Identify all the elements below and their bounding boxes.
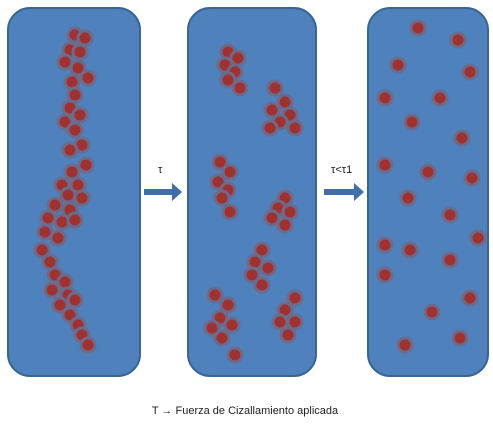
particle — [41, 211, 55, 225]
particle — [61, 188, 75, 202]
particle — [378, 91, 392, 105]
particle — [405, 115, 419, 129]
particle — [223, 165, 237, 179]
particle — [378, 268, 392, 282]
particle — [471, 231, 485, 245]
particle — [425, 305, 439, 319]
particle — [75, 191, 89, 205]
particle — [223, 205, 237, 219]
caption: T → Fuerza de Cizallamiento aplicada — [152, 405, 339, 417]
arrow-label: τ<τ1 — [331, 164, 352, 176]
particle — [463, 65, 477, 79]
particle — [261, 261, 275, 275]
particle — [73, 45, 87, 59]
page: τ τ<τ1 T → Fuerza de Cizallamiento aplic… — [0, 0, 493, 427]
particle — [451, 33, 465, 47]
particle — [215, 331, 229, 345]
particle — [443, 208, 457, 222]
particle — [433, 91, 447, 105]
panel-dispersed — [368, 8, 488, 376]
particle — [391, 58, 405, 72]
particle — [45, 283, 59, 297]
arrow-head — [172, 183, 182, 201]
particle — [398, 338, 412, 352]
arrow-head — [354, 183, 364, 201]
particle — [411, 21, 425, 35]
particle — [208, 288, 222, 302]
particle — [288, 121, 302, 135]
arrow-label: τ — [158, 164, 163, 176]
particle — [288, 291, 302, 305]
particle — [401, 191, 415, 205]
particle — [221, 298, 235, 312]
particle — [81, 71, 95, 85]
particle — [68, 123, 82, 137]
particle — [421, 165, 435, 179]
particle — [463, 291, 477, 305]
arrow-2 — [324, 183, 364, 201]
particle — [215, 191, 229, 205]
particle — [263, 121, 277, 135]
particle — [403, 243, 417, 257]
particle — [68, 293, 82, 307]
particle — [68, 213, 82, 227]
particle — [73, 108, 87, 122]
particle — [453, 331, 467, 345]
particle — [63, 143, 77, 157]
arrow-shaft — [144, 189, 172, 195]
particle — [81, 338, 95, 352]
particle — [443, 253, 457, 267]
particle — [278, 218, 292, 232]
particle — [378, 158, 392, 172]
arrow-shaft — [324, 189, 354, 195]
particle — [225, 318, 239, 332]
particle — [465, 171, 479, 185]
particle — [455, 131, 469, 145]
particle — [228, 348, 242, 362]
particle — [281, 328, 295, 342]
particle — [273, 315, 287, 329]
particle — [255, 278, 269, 292]
particle — [378, 238, 392, 252]
particle — [79, 158, 93, 172]
arrow-1 — [144, 183, 182, 201]
particle — [51, 231, 65, 245]
diagram: τ τ<τ1 T → Fuerza de Cizallamiento aplic… — [0, 0, 493, 427]
particle — [268, 81, 282, 95]
particle — [233, 81, 247, 95]
particle — [78, 31, 92, 45]
